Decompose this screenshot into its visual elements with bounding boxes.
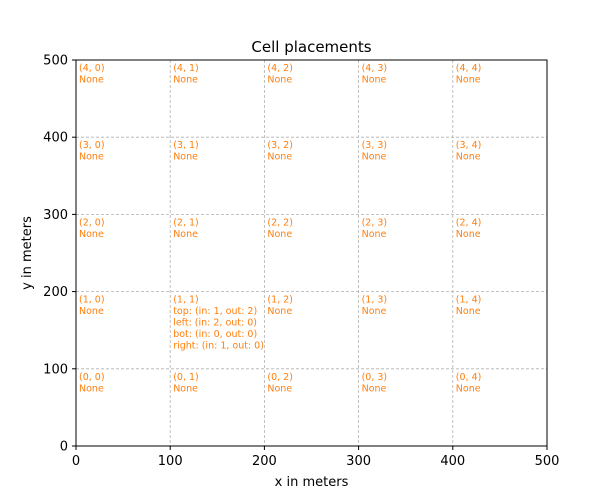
cell-label: (1, 3) None (362, 295, 388, 318)
cell-label: (3, 3) None (362, 140, 388, 163)
y-tick-label: 200 (43, 285, 68, 300)
x-tick-label: 200 (252, 454, 277, 469)
cell-port-text: None (267, 75, 292, 86)
cell-port-text: None (362, 383, 387, 394)
cell-label: (4, 0) None (79, 63, 105, 86)
cell-port-text: None (79, 152, 104, 163)
axes-frame (75, 59, 548, 447)
cell-port-text: None (456, 383, 481, 394)
cell-index-text: (4, 4) (456, 63, 482, 74)
cell-port-text: None (79, 75, 104, 86)
cell-index-text: (4, 1) (173, 63, 199, 74)
x-tick-label: 0 (72, 454, 80, 469)
cell-port-text: None (79, 383, 104, 394)
cell-port-text: None (267, 229, 292, 240)
cell-labels-layer: (0, 0) None(0, 1) None(0, 2) None(0, 3) None… (79, 63, 481, 394)
x-tick-label: 500 (535, 454, 560, 469)
cell-index-text: (0, 4) (456, 372, 482, 383)
cell-index-text: (1, 3) (362, 295, 388, 306)
cell-index-text: (2, 1) (173, 217, 199, 228)
x-tick-label: 300 (346, 454, 371, 469)
cell-index-text: (1, 1) (173, 295, 199, 306)
cell-index-text: (2, 2) (267, 217, 293, 228)
cell-label: (0, 1) None (173, 372, 199, 395)
cell-label: (1, 0) None (79, 295, 105, 318)
cell-port-text: None (456, 152, 481, 163)
cell-label: (3, 2) None (267, 140, 293, 163)
x-tick-label: 400 (440, 454, 465, 469)
cell-label: (3, 0) None (79, 140, 105, 163)
cell-index-text: (2, 4) (456, 217, 482, 228)
cell-index-text: (4, 2) (267, 63, 293, 74)
cell-index-text: (0, 1) (173, 372, 199, 383)
cell-index-text: (0, 3) (362, 372, 388, 383)
cell-port-text: None (362, 152, 387, 163)
cell-index-text: (0, 0) (79, 372, 105, 383)
cell-index-text: (4, 3) (362, 63, 388, 74)
cell-label: (2, 1) None (173, 217, 199, 240)
cell-index-text: (2, 0) (79, 217, 105, 228)
cell-label: (0, 0) None (79, 372, 105, 395)
cell-port-text: top: (in: 1, out: 2) (173, 306, 257, 317)
cell-index-text: (4, 0) (79, 63, 105, 74)
cell-label: (0, 2) None (267, 372, 293, 395)
chart-title: Cell placements (251, 38, 371, 56)
x-tick-label: 100 (158, 454, 183, 469)
cell-port-text: right: (in: 1, out: 0) (173, 341, 264, 352)
cell-label: (4, 2) None (267, 63, 293, 86)
cell-port-text: None (267, 383, 292, 394)
y-tick-label: 400 (43, 131, 68, 146)
y-tick-label: 0 (60, 440, 68, 455)
cell-port-text: None (456, 229, 481, 240)
cell-index-text: (3, 2) (267, 140, 293, 151)
x-axis-label: x in meters (275, 475, 349, 490)
cell-port-text: None (267, 306, 292, 317)
cell-index-text: (3, 1) (173, 140, 199, 151)
y-axis-label: y in meters (20, 216, 35, 290)
cell-port-text: None (362, 306, 387, 317)
cell-label: (4, 3) None (362, 63, 388, 86)
cell-port-text: left: (in: 2, out: 0) (173, 318, 257, 329)
cell-port-text: None (173, 75, 198, 86)
cell-port-text: None (173, 383, 198, 394)
y-tick-label: 300 (43, 208, 68, 223)
cell-index-text: (0, 2) (267, 372, 293, 383)
cell-index-text: (3, 4) (456, 140, 482, 151)
cell-index-text: (1, 2) (267, 295, 293, 306)
cell-index-text: (2, 3) (362, 217, 388, 228)
cell-label: (1, 1) top: (in: 1, out: 2) left: (in: 2, … (173, 295, 264, 352)
cell-port-text: None (173, 229, 198, 240)
cell-port-text: None (456, 75, 481, 86)
grid-layer (76, 60, 547, 446)
cell-port-text: None (362, 229, 387, 240)
cell-port-text: None (267, 152, 292, 163)
cell-label: (2, 4) None (456, 217, 482, 240)
cell-label: (0, 3) None (362, 372, 388, 395)
cell-port-text: None (79, 229, 104, 240)
cell-port-text: None (456, 306, 481, 317)
cell-label: (3, 1) None (173, 140, 199, 163)
y-tick-label: 500 (43, 54, 68, 69)
cell-port-text: None (173, 152, 198, 163)
ticks-layer: 0 100 200 300 400 500 0 100 200 300 400 500 (43, 54, 559, 470)
cell-index-text: (1, 4) (456, 295, 482, 306)
cell-port-text: None (79, 306, 104, 317)
cell-label: (2, 0) None (79, 217, 105, 240)
cell-label: (4, 4) None (456, 63, 482, 86)
cell-label: (2, 2) None (267, 217, 293, 240)
cell-label: (0, 4) None (456, 372, 482, 395)
cell-index-text: (3, 0) (79, 140, 105, 151)
y-tick-label: 100 (43, 362, 68, 377)
cell-label: (2, 3) None (362, 217, 388, 240)
cell-label: (1, 4) None (456, 295, 482, 318)
cell-label: (4, 1) None (173, 63, 199, 86)
cell-label: (1, 2) None (267, 295, 293, 318)
cell-index-text: (1, 0) (79, 295, 105, 306)
cell-label: (3, 4) None (456, 140, 482, 163)
cell-port-text: None (362, 75, 387, 86)
cell-port-text: bot: (in: 0, out: 0) (173, 329, 257, 340)
cell-index-text: (3, 3) (362, 140, 388, 151)
